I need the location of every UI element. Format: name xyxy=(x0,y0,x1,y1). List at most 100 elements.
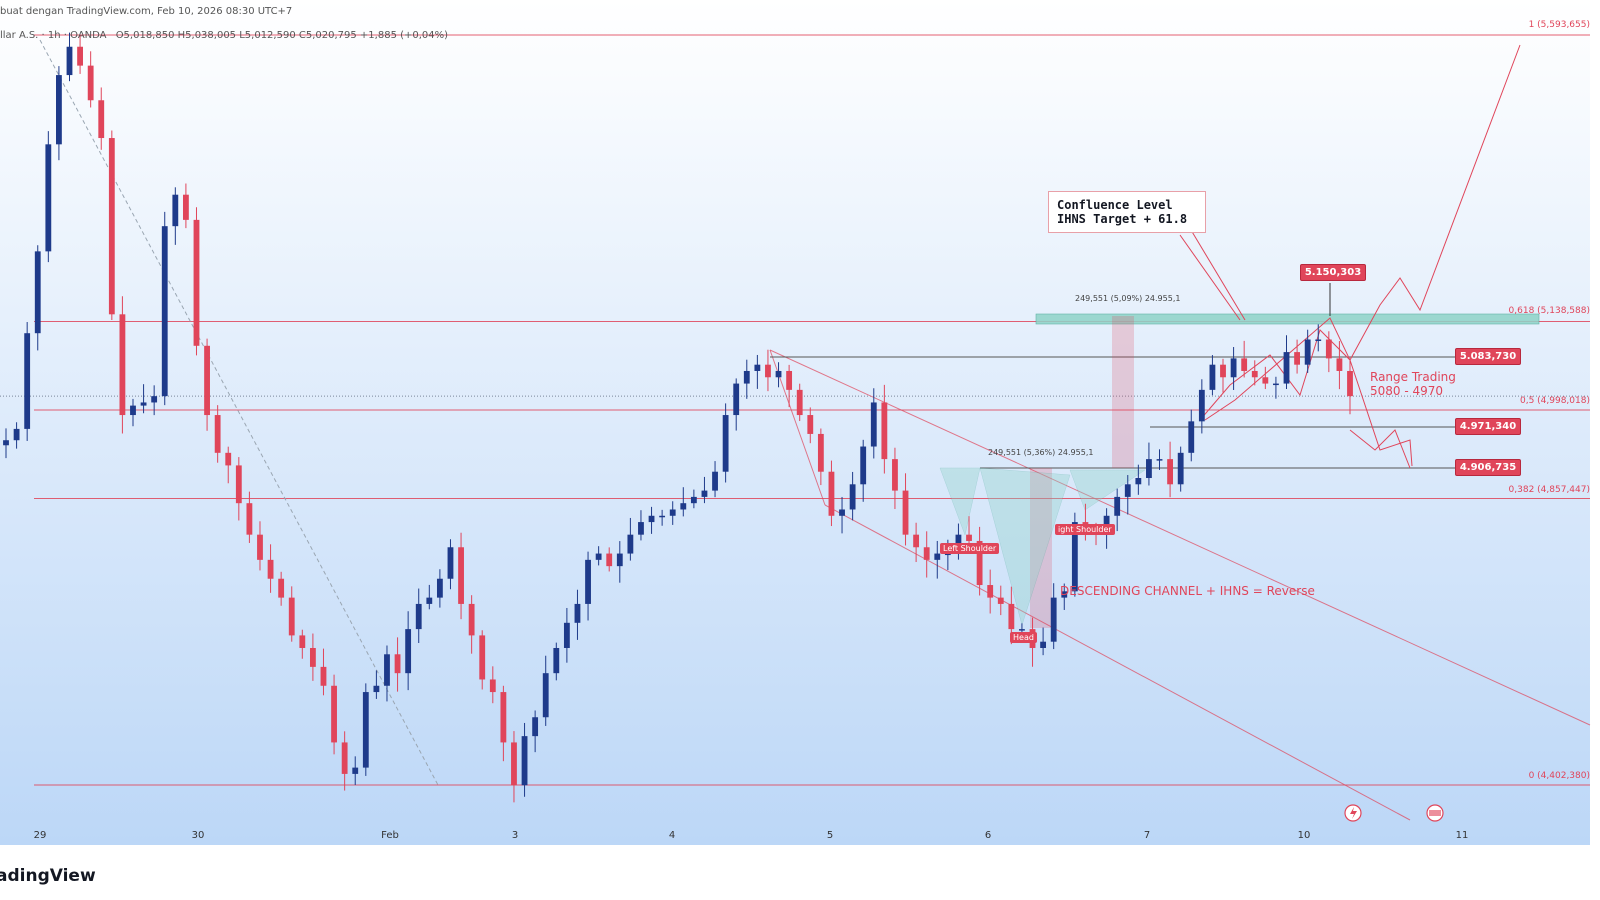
candle xyxy=(1040,627,1047,656)
candle xyxy=(468,595,475,654)
pattern-note: DESCENDING CHANNEL + IHNS = Reverse xyxy=(1060,584,1315,598)
candle xyxy=(754,354,761,389)
candle-body xyxy=(1019,629,1025,631)
candle xyxy=(585,551,591,621)
candle-body xyxy=(1114,496,1121,516)
measurement-label-2: 249,551 (5,36%) 24.955,1 xyxy=(988,448,1094,457)
fib-label-1: 1 (5,593,655) xyxy=(1528,20,1590,30)
candle-body xyxy=(151,396,158,403)
price-tag-5150: 5.150,303 xyxy=(1300,264,1366,281)
candle-body xyxy=(606,553,613,567)
candle-body xyxy=(87,65,94,101)
candle xyxy=(870,388,877,459)
candle xyxy=(1209,355,1216,396)
candle-body xyxy=(511,742,517,786)
candle-body xyxy=(1315,339,1322,341)
candle xyxy=(182,183,189,229)
candle-body xyxy=(235,465,242,504)
tradingview-logo: adingView xyxy=(0,866,96,886)
candle-body xyxy=(669,509,676,516)
fib-label-0: 0 (4,402,380) xyxy=(1528,771,1590,781)
us-flag-icon-stripes xyxy=(1429,810,1441,816)
candle xyxy=(532,710,539,753)
ihns-right-shoulder-shape xyxy=(1069,469,1146,511)
candle-body xyxy=(849,484,856,510)
candle xyxy=(553,642,560,681)
candle xyxy=(1283,335,1290,390)
candle xyxy=(1294,339,1300,374)
channel-upper-line xyxy=(769,349,1591,726)
candle-body xyxy=(553,647,560,674)
candle-body xyxy=(987,585,994,598)
fib-label-0618: 0,618 (5,138,588) xyxy=(1508,306,1590,316)
candle-body xyxy=(1188,421,1195,453)
candle-body xyxy=(817,433,824,472)
candle-body xyxy=(45,144,52,252)
candle-body xyxy=(690,496,697,504)
candle-body xyxy=(1304,339,1311,365)
candle xyxy=(1135,464,1142,495)
candle xyxy=(1241,340,1248,378)
candle xyxy=(214,405,221,463)
candle xyxy=(1273,376,1279,399)
candle-body xyxy=(648,515,655,523)
candle xyxy=(817,428,824,486)
candle-body xyxy=(1347,370,1353,397)
drawing-objects xyxy=(39,39,1591,822)
candle xyxy=(108,130,115,321)
right-edge-bar xyxy=(1590,0,1600,845)
ihns-head-label: Head xyxy=(1010,632,1037,643)
candle-body xyxy=(944,553,951,556)
candle xyxy=(384,645,390,702)
candle-body xyxy=(278,578,285,598)
measure-bar-1 xyxy=(1112,316,1134,468)
candle-body xyxy=(786,370,793,390)
candle-body xyxy=(1146,459,1152,479)
candle-body xyxy=(225,452,232,466)
candle-body xyxy=(204,345,210,416)
candle xyxy=(606,547,613,572)
candle-body xyxy=(913,534,920,548)
candle-body xyxy=(299,635,306,648)
candle-body xyxy=(1273,383,1279,386)
candle-body xyxy=(458,547,464,604)
candle-body xyxy=(257,534,263,560)
candle-body xyxy=(140,402,147,406)
candle-body xyxy=(754,364,761,371)
candle-body xyxy=(860,446,867,485)
candle xyxy=(77,34,83,74)
ihns-left-shoulder-label: Left Shoulder xyxy=(940,543,1000,554)
candle-body xyxy=(595,553,602,560)
candle xyxy=(1230,347,1237,390)
candle xyxy=(1167,441,1174,498)
candle xyxy=(892,447,898,510)
candle xyxy=(595,546,602,566)
candle-body xyxy=(1325,339,1332,359)
candle xyxy=(24,322,31,441)
candle-body xyxy=(627,534,634,554)
candle-body xyxy=(56,75,62,145)
candle-body xyxy=(923,547,930,560)
candle xyxy=(299,629,306,659)
candle-body xyxy=(997,597,1004,604)
candle-body xyxy=(267,559,274,579)
candle xyxy=(235,457,242,521)
candle xyxy=(447,539,454,590)
candle-body xyxy=(288,597,295,636)
candle xyxy=(193,207,200,356)
projection-path-range xyxy=(1349,429,1411,469)
candle xyxy=(881,384,888,474)
candle-body xyxy=(616,553,623,567)
candle xyxy=(934,540,941,579)
candle-body xyxy=(1198,389,1205,422)
candle-body xyxy=(193,219,200,346)
candle xyxy=(267,544,274,593)
candle-body xyxy=(733,383,740,416)
candle-body xyxy=(500,692,507,743)
ohlc-readout: O5,018,850 H5,038,005 L5,012,590 C5,020,… xyxy=(115,30,449,41)
candle xyxy=(712,461,718,498)
candle xyxy=(616,541,623,583)
candle-body xyxy=(479,635,486,680)
candle xyxy=(680,487,687,517)
